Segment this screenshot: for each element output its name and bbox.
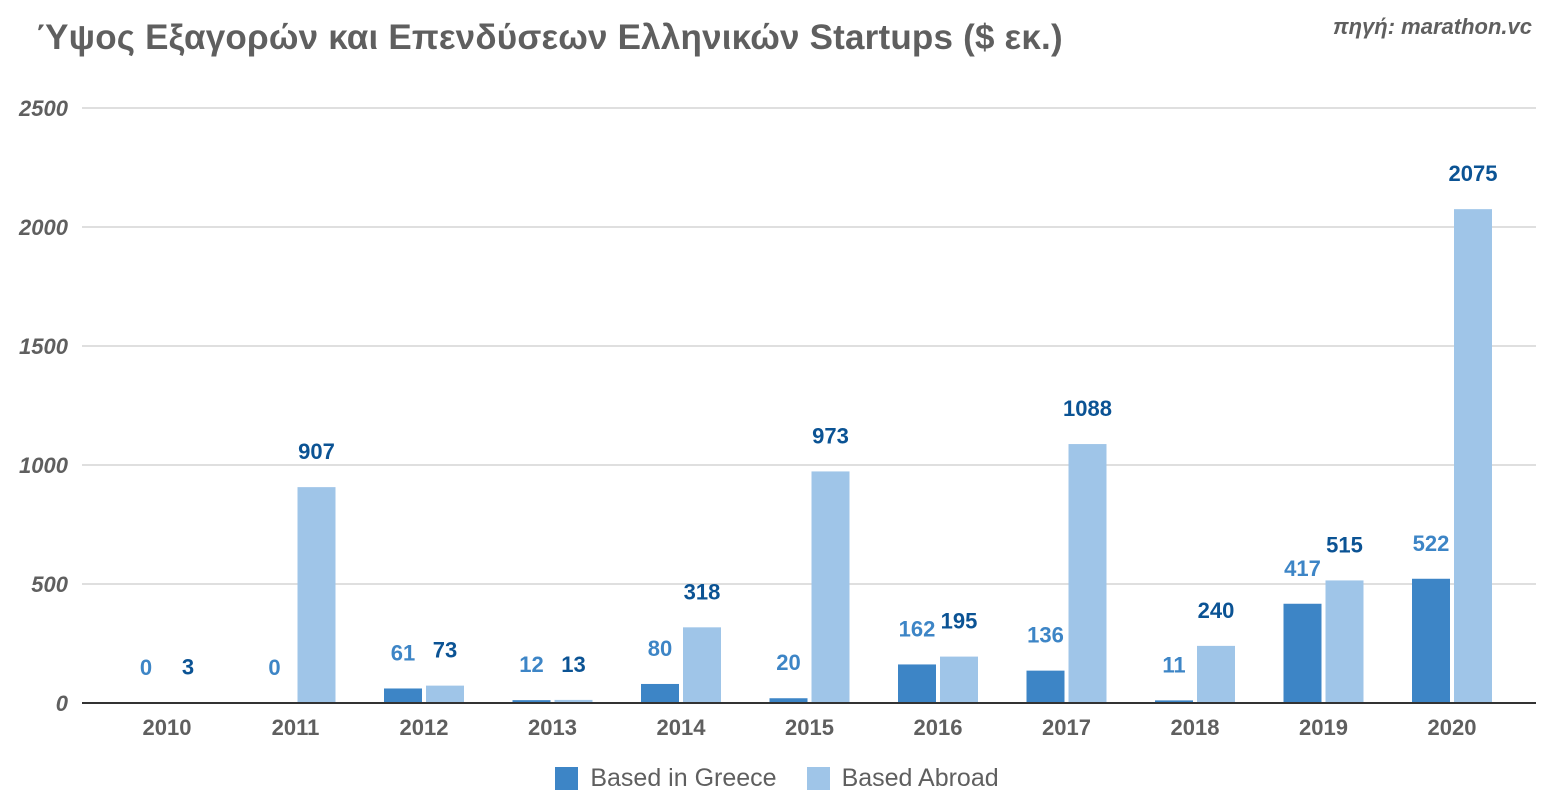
y-tick-label-2500: 2500 [18, 96, 69, 121]
y-tick-label-0: 0 [56, 691, 69, 716]
y-tick-label-1500: 1500 [19, 334, 69, 359]
data-label-based-abroad-2019: 515 [1326, 532, 1363, 557]
legend-item-based-abroad[interactable]: Based Abroad [806, 764, 999, 793]
bar-based-abroad-2019 [1325, 580, 1364, 703]
chart-source: πηγή: marathon.vc [1332, 14, 1532, 39]
bar-based-in-greece-2013 [512, 700, 551, 703]
data-label-based-abroad-2017: 1088 [1063, 396, 1112, 421]
bar-based-in-greece-2019 [1283, 603, 1322, 703]
bar-based-in-greece-2015 [769, 698, 808, 703]
bar-based-in-greece-2017 [1026, 670, 1065, 703]
x-axis-tick-labels: 2010 2011 2012 2013 2014 2015 2016 2017 2018 2019… [143, 715, 1477, 740]
legend-swatch-based-abroad [806, 767, 830, 790]
data-label-based-in-greece-2017: 136 [1027, 623, 1064, 648]
data-label-based-in-greece-2016: 162 [899, 616, 936, 641]
data-label-based-in-greece-2015: 20 [776, 650, 800, 675]
x-tick-label-2013: 2013 [528, 715, 577, 740]
data-label-based-in-greece-2013: 12 [519, 652, 543, 677]
data-label-based-abroad-2011: 907 [298, 439, 335, 464]
x-tick-label-2014: 2014 [657, 715, 707, 740]
bar-based-in-greece-2014 [641, 683, 679, 703]
bar-based-abroad-2018 [1197, 645, 1235, 703]
data-label-based-in-greece-2018: 11 [1162, 652, 1185, 677]
data-label-based-in-greece-2010: 0 [140, 655, 152, 680]
bar-based-abroad-2014 [683, 627, 721, 703]
data-label-based-in-greece-2020: 522 [1413, 531, 1450, 556]
bar-based-in-greece-2018 [1155, 700, 1193, 703]
chart-title: Ύψος Εξαγορών και Επενδύσεων Ελληνικών S… [36, 18, 1063, 57]
data-label-based-abroad-2010: 3 [182, 654, 194, 679]
bar-based-abroad-2020 [1454, 209, 1492, 703]
bar-based-abroad-2016 [940, 656, 978, 703]
bar-based-abroad-2013 [554, 699, 593, 703]
legend: Based in Greece Based Abroad [0, 764, 1554, 793]
y-tick-label-2000: 2000 [18, 215, 69, 240]
y-tick-label-1000: 1000 [19, 453, 69, 478]
bar-based-in-greece-2012 [384, 688, 422, 703]
bars [169, 209, 1492, 703]
x-tick-label-2020: 2020 [1428, 715, 1477, 740]
x-tick-label-2017: 2017 [1042, 715, 1091, 740]
x-tick-label-2018: 2018 [1171, 715, 1220, 740]
bar-based-in-greece-2016 [898, 664, 936, 703]
bar-based-abroad-2012 [426, 685, 464, 703]
x-tick-label-2019: 2019 [1299, 715, 1348, 740]
x-tick-label-2011: 2011 [272, 715, 320, 740]
bar-based-abroad-2011 [297, 487, 336, 703]
legend-item-based-in-greece[interactable]: Based in Greece [555, 764, 777, 793]
data-label-based-in-greece-2012: 61 [391, 640, 415, 665]
x-tick-label-2016: 2016 [914, 715, 963, 740]
data-label-based-abroad-2012: 73 [433, 638, 457, 663]
data-label-based-abroad-2020: 2075 [1449, 161, 1498, 186]
bar-chart: 0 500 1000 1500 2000 2500 0 3 0 907 61 73 12 13 80 318… [18, 96, 1536, 740]
x-tick-label-2015: 2015 [785, 715, 834, 740]
legend-label-based-abroad: Based Abroad [841, 764, 999, 792]
legend-label-based-in-greece: Based in Greece [590, 764, 777, 792]
x-tick-label-2010: 2010 [143, 715, 192, 740]
data-label-based-abroad-2013: 13 [561, 652, 585, 677]
bar-based-abroad-2017 [1068, 444, 1107, 703]
y-tick-label-500: 500 [31, 572, 68, 597]
x-tick-label-2012: 2012 [400, 715, 449, 740]
data-label-based-in-greece-2011: 0 [268, 655, 280, 680]
y-axis-tick-labels: 0 500 1000 1500 2000 2500 [18, 96, 69, 716]
legend-swatch-based-in-greece [555, 767, 579, 790]
data-label-based-abroad-2016: 195 [941, 609, 978, 634]
data-label-based-in-greece-2014: 80 [648, 636, 672, 661]
bar-based-in-greece-2020 [1412, 578, 1450, 703]
data-label-based-abroad-2018: 240 [1198, 598, 1235, 623]
data-label-based-abroad-2014: 318 [684, 579, 721, 604]
data-labels: 0 3 0 907 61 73 12 13 80 318 20 973 162 195 136 1088 11 2… [140, 161, 1498, 680]
data-label-based-in-greece-2019: 417 [1284, 556, 1321, 581]
data-label-based-abroad-2015: 973 [812, 423, 849, 448]
bar-based-abroad-2015 [811, 471, 850, 703]
